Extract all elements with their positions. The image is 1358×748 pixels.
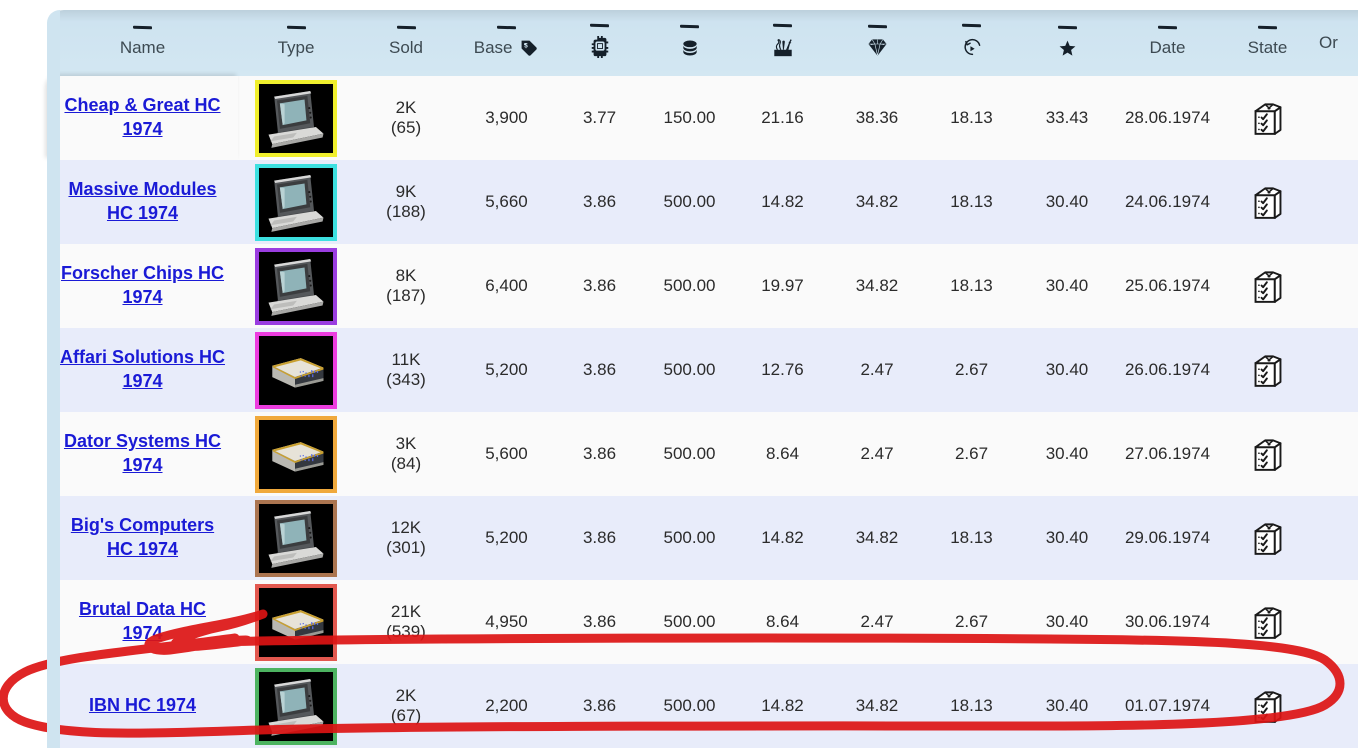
svg-text:$: $ — [524, 43, 528, 50]
